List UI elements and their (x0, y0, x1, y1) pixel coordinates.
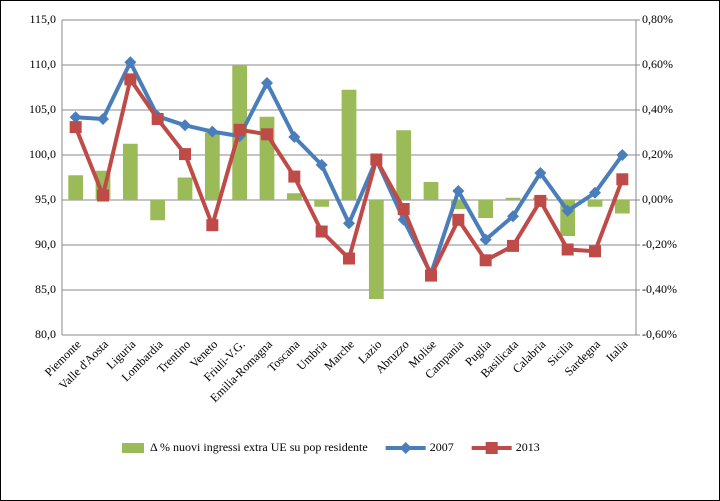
marker (425, 269, 437, 282)
bar (587, 200, 603, 207)
bar (478, 200, 494, 218)
y2-tick-label: -0,40% (642, 282, 677, 296)
x-tick-label: Toscana (265, 337, 303, 375)
marker (561, 243, 574, 256)
marker (261, 77, 273, 89)
bar (368, 200, 384, 299)
y2-tick-label: -0,20% (642, 237, 677, 251)
y2-tick-label: 0,80% (642, 12, 673, 26)
marker (561, 204, 574, 217)
marker (69, 111, 82, 124)
bar (286, 193, 302, 200)
marker (479, 254, 492, 267)
y2-tick-label: 0,00% (642, 192, 673, 206)
marker (206, 125, 219, 138)
y2-tick-label: 0,60% (642, 57, 673, 71)
legend-marker (485, 442, 498, 454)
marker (589, 186, 601, 199)
bar (177, 177, 193, 200)
legend-swatch (122, 443, 144, 453)
marker (616, 173, 629, 186)
x-tick-label: Italia (603, 337, 631, 365)
marker (288, 170, 301, 183)
marker (452, 185, 465, 197)
marker (507, 210, 519, 223)
bar (396, 130, 412, 200)
marker (179, 148, 191, 161)
marker (124, 73, 137, 86)
marker (315, 158, 328, 171)
marker (179, 119, 191, 132)
marker (261, 128, 273, 141)
marker (315, 225, 328, 238)
marker (452, 213, 465, 226)
marker (589, 245, 601, 258)
y2-tick-label: 0,40% (642, 102, 673, 116)
y-tick-label: 100,0 (29, 147, 56, 161)
legend-label: 2007 (430, 440, 454, 454)
marker (206, 219, 219, 232)
marker (233, 123, 246, 136)
y-tick-label: 115,0 (29, 12, 56, 26)
bar (614, 200, 630, 214)
legend-marker (399, 442, 412, 454)
bar (68, 175, 84, 200)
marker (397, 203, 410, 215)
marker (534, 194, 547, 207)
marker (616, 149, 629, 161)
bar (423, 182, 439, 200)
marker (69, 121, 82, 134)
bar (505, 197, 521, 200)
marker (534, 167, 547, 179)
x-tick-label: Marche (321, 337, 357, 373)
marker (97, 113, 109, 125)
bar (314, 200, 330, 207)
legend-label: Δ % nuovi ingressi extra UE su pop resid… (150, 440, 368, 454)
marker (507, 239, 519, 252)
marker (343, 252, 355, 265)
y2-tick-label: -0,60% (642, 327, 677, 341)
bar (341, 89, 357, 200)
marker (124, 56, 137, 69)
marker (343, 217, 355, 230)
marker (97, 189, 109, 202)
y-tick-label: 90,0 (35, 237, 56, 251)
legend-label: 2013 (516, 440, 540, 454)
marker (288, 131, 301, 143)
bar (450, 200, 466, 209)
y-tick-label: 85,0 (35, 282, 56, 296)
marker (370, 153, 383, 166)
marker (151, 113, 164, 125)
marker (479, 233, 492, 246)
bar (150, 200, 166, 221)
bar (122, 143, 138, 200)
bar (204, 132, 220, 200)
y-tick-label: 95,0 (35, 192, 56, 206)
y2-tick-label: 0,20% (642, 147, 673, 161)
y-tick-label: 105,0 (29, 102, 56, 116)
y-tick-label: 80,0 (35, 327, 56, 341)
y-tick-label: 110,0 (29, 57, 56, 71)
